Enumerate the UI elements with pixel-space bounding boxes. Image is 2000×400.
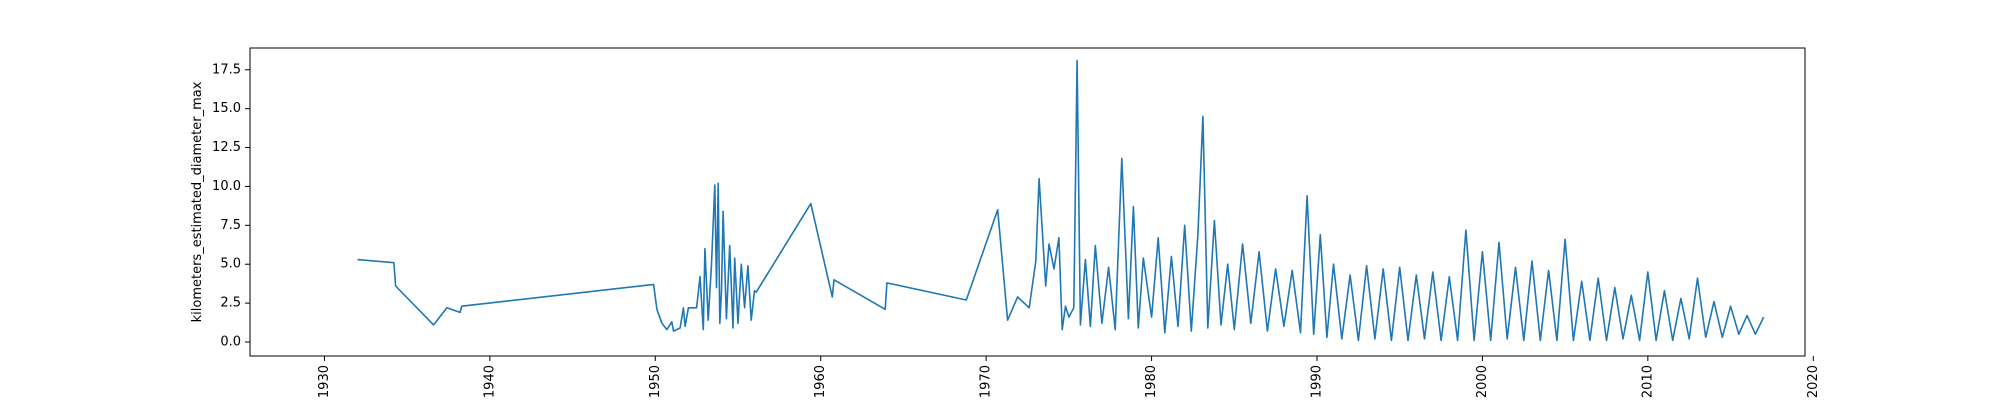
y-tick-label: 10.0 [212,179,241,194]
y-axis-label: kilometers_estimated_diameter_max [190,81,205,322]
series-line-0 [357,59,1765,342]
x-tick-label: 1970 [979,365,994,398]
axes-frame [249,47,1806,357]
y-tick-label: 7.5 [220,218,241,233]
y-tick-label: 17.5 [212,62,241,77]
x-tick-label: 1960 [813,365,828,398]
y-tick-label: 0.0 [220,335,241,350]
x-tick-label: 1950 [648,365,663,398]
y-tick-label: 2.5 [220,296,241,311]
x-tick-label: 2010 [1640,365,1655,398]
axis-ticks: 1930 1940 1950 1960 1970 1980 1990 2000 2010 2020… [212,62,1821,398]
x-tick-label: 1940 [482,365,497,398]
y-tick-label: 12.5 [212,140,241,155]
x-tick-label: 2000 [1475,365,1490,398]
x-tick-label: 1980 [1144,365,1159,398]
y-tick-label: 5.0 [220,257,241,272]
plot-area [357,59,1765,342]
y-tick-label: 15.0 [212,101,241,116]
x-tick-label: 2020 [1806,365,1821,398]
x-tick-label: 1990 [1309,365,1324,398]
x-tick-label: 1930 [317,365,332,398]
